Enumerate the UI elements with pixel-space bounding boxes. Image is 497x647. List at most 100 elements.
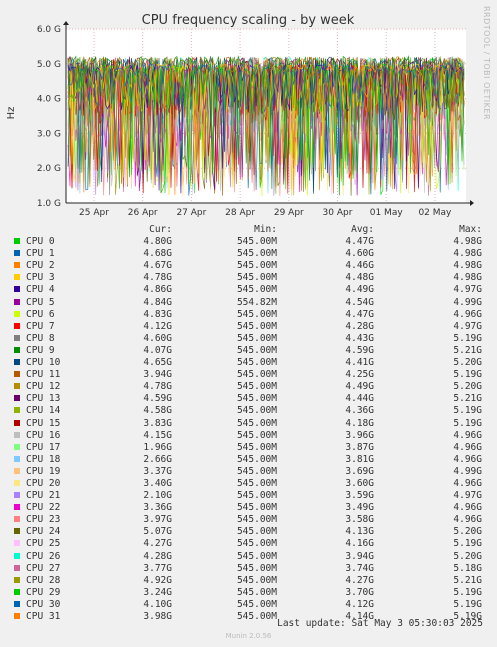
legend-min: 545.00M <box>236 598 277 610</box>
series-layer <box>67 55 465 197</box>
legend-min: 545.00M <box>236 441 277 453</box>
legend-max: 5.19G <box>453 586 482 598</box>
legend-series-name: CPU 0 <box>26 236 55 248</box>
legend-max: 4.99G <box>453 296 482 308</box>
legend-row: CPU 15 3.83G 545.00M 4.18G 5.19G <box>12 418 492 430</box>
legend-swatch <box>14 250 20 257</box>
legend-series-name: CPU 26 <box>26 550 61 562</box>
legend-max: 5.19G <box>453 598 482 610</box>
chart-title: CPU frequency scaling - by week <box>142 13 355 28</box>
legend-cur: 4.84G <box>143 296 172 308</box>
legend-swatch <box>14 359 20 366</box>
legend-avg: 4.13G <box>345 526 374 538</box>
legend-min: 545.00M <box>236 562 277 574</box>
legend-series-name: CPU 10 <box>26 357 61 369</box>
legend-max: 5.19G <box>453 369 482 381</box>
legend-min: 545.00M <box>236 308 277 320</box>
legend-min: 545.00M <box>236 381 277 393</box>
legend-row: CPU 4 4.86G 545.00M 4.49G 4.97G <box>12 284 492 296</box>
legend-series-name: CPU 11 <box>26 369 61 381</box>
legend-cur: 4.83G <box>143 308 172 320</box>
legend-cur: 2.66G <box>143 453 172 465</box>
legend-avg: 4.12G <box>345 598 374 610</box>
legend-cur: 4.86G <box>143 284 172 296</box>
legend-swatch <box>14 576 20 583</box>
legend-rows: CPU 0 4.80G 545.00M 4.47G 4.98G CPU 1 4.68G 545… <box>12 236 492 623</box>
legend-max: 5.20G <box>453 357 482 369</box>
legend-min: 545.00M <box>236 417 277 429</box>
legend-swatch <box>14 346 20 353</box>
legend-row: CPU 25 4.27G 545.00M 4.16G 5.19G <box>12 538 492 550</box>
legend-series-name: CPU 28 <box>26 574 61 586</box>
legend-swatch <box>14 383 20 390</box>
x-tick-label: 26 Apr <box>128 208 158 218</box>
legend-swatch <box>14 298 20 305</box>
legend-row: CPU 20 3.40G 545.00M 3.60G 4.96G <box>12 478 492 490</box>
legend-avg: 4.47G <box>345 308 374 320</box>
legend-cur: 4.65G <box>143 357 172 369</box>
legend-row: CPU 18 2.66G 545.00M 3.81G 4.96G <box>12 454 492 466</box>
legend-swatch <box>14 564 20 571</box>
legend-row: CPU 3 4.78G 545.00M 4.48G 4.98G <box>12 272 492 284</box>
legend-avg: 3.81G <box>345 453 374 465</box>
legend-max: 4.96G <box>453 429 482 441</box>
x-tick-label: 25 Apr <box>79 208 109 218</box>
legend-cur: 4.78G <box>143 381 172 393</box>
legend-max: 5.21G <box>453 393 482 405</box>
legend-row: CPU 19 3.37G 545.00M 3.69G 4.99G <box>12 466 492 478</box>
legend-max: 4.97G <box>453 490 482 502</box>
series-line <box>67 63 465 196</box>
legend-series-name: CPU 22 <box>26 502 61 514</box>
legend-min: 545.00M <box>236 357 277 369</box>
legend-avg: 4.46G <box>345 260 374 272</box>
legend-max: 5.18G <box>453 562 482 574</box>
legend-min: 545.00M <box>236 236 277 248</box>
legend-series-name: CPU 13 <box>26 393 61 405</box>
legend-row: CPU 14 4.58G 545.00M 4.36G 5.19G <box>12 405 492 417</box>
legend-min: 545.00M <box>236 405 277 417</box>
header-min: Min: <box>254 224 277 235</box>
x-tick-label: 02 May <box>418 208 452 218</box>
legend-min: 545.00M <box>236 550 277 562</box>
legend-swatch <box>14 431 20 438</box>
legend-row: CPU 5 4.84G 554.82M 4.54G 4.99G <box>12 297 492 309</box>
legend-row: CPU 26 4.28G 545.00M 3.94G 5.20G <box>12 551 492 563</box>
legend-series-name: CPU 29 <box>26 586 61 598</box>
legend-series-name: CPU 23 <box>26 514 61 526</box>
legend-max: 5.20G <box>453 550 482 562</box>
legend-series-name: CPU 30 <box>26 598 61 610</box>
legend-series-name: CPU 14 <box>26 405 61 417</box>
legend-row: CPU 31 3.98G 545.00M 4.14G 5.19G <box>12 611 492 623</box>
legend-avg: 4.28G <box>345 320 374 332</box>
legend-series-name: CPU 20 <box>26 477 61 489</box>
legend-swatch <box>14 286 20 293</box>
legend-max: 4.99G <box>453 465 482 477</box>
legend-max: 4.96G <box>453 441 482 453</box>
legend-cur: 3.77G <box>143 562 172 574</box>
legend-min: 545.00M <box>236 393 277 405</box>
legend-row: CPU 27 3.77G 545.00M 3.74G 5.18G <box>12 563 492 575</box>
legend-min: 554.82M <box>236 296 277 308</box>
legend-avg: 4.49G <box>345 381 374 393</box>
legend-avg: 4.48G <box>345 272 374 284</box>
legend-max: 4.96G <box>453 453 482 465</box>
legend-swatch <box>14 552 20 559</box>
legend-swatch <box>14 504 20 511</box>
legend-avg: 4.43G <box>345 332 374 344</box>
legend-max: 4.98G <box>453 248 482 260</box>
legend-series-name: CPU 17 <box>26 441 61 453</box>
legend-row: CPU 24 5.07G 545.00M 4.13G 5.20G <box>12 526 492 538</box>
legend-swatch <box>14 540 20 547</box>
legend-swatch <box>14 419 20 426</box>
legend-series-name: CPU 6 <box>26 308 55 320</box>
legend-avg: 3.49G <box>345 502 374 514</box>
legend-min: 545.00M <box>236 490 277 502</box>
legend-avg: 4.16G <box>345 538 374 550</box>
legend-cur: 4.92G <box>143 574 172 586</box>
legend-cur: 4.27G <box>143 538 172 550</box>
legend-series-name: CPU 27 <box>26 562 61 574</box>
legend-cur: 4.59G <box>143 393 172 405</box>
legend-max: 5.19G <box>453 417 482 429</box>
legend-cur: 5.07G <box>143 526 172 538</box>
legend-series-name: CPU 24 <box>26 526 61 538</box>
